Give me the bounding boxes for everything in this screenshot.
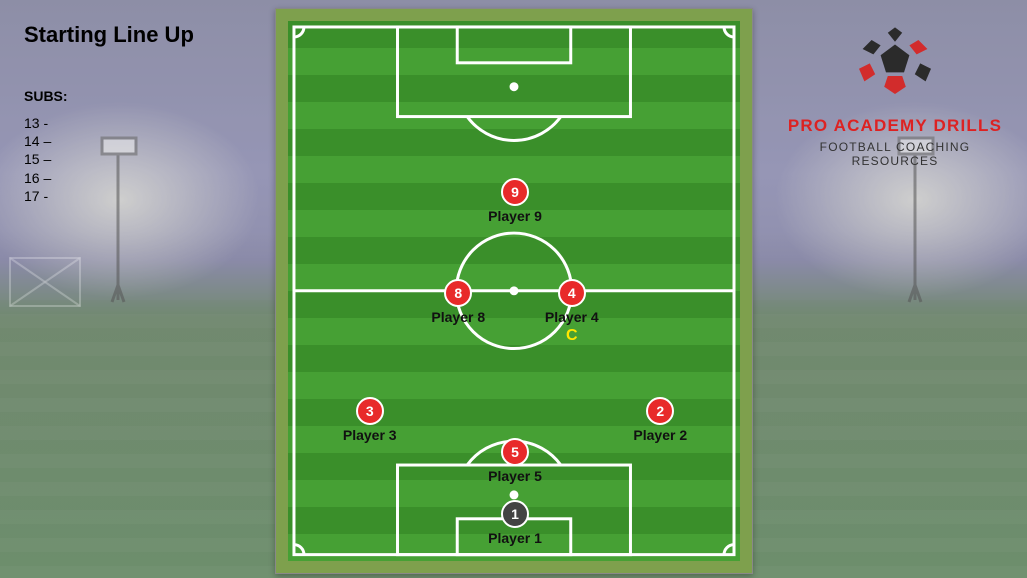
player-dot: 8 <box>444 279 472 307</box>
sub-line: 13 - <box>24 114 194 132</box>
player-label: Player 4 <box>545 309 599 325</box>
pitch: 9 Player 9 8 Player 8 4 Player 4 C 3 Player 3 2 Pl… <box>275 8 753 574</box>
sub-line: 15 – <box>24 150 194 168</box>
page-title: Starting Line Up <box>24 22 194 48</box>
player-dot: 4 <box>558 279 586 307</box>
player-dot: 9 <box>501 178 529 206</box>
player-dot: 2 <box>646 397 674 425</box>
player-dot: 1 <box>501 500 529 528</box>
player-dot: 3 <box>356 397 384 425</box>
sub-line: 17 - <box>24 187 194 205</box>
sub-line: 16 – <box>24 169 194 187</box>
subs-list: 13 - 14 – 15 – 16 – 17 - <box>24 114 194 205</box>
left-panel: Starting Line Up SUBS: 13 - 14 – 15 – 16… <box>24 22 194 205</box>
soccer-ball-icon <box>850 22 940 112</box>
sub-line: 14 – <box>24 132 194 150</box>
subs-label: SUBS: <box>24 88 194 104</box>
player-label: Player 5 <box>488 468 542 484</box>
player-dot: 5 <box>501 438 529 466</box>
brand-subtitle: FOOTBALL COACHING RESOURCES <box>785 140 1005 168</box>
brand-logo: PRO ACADEMY DRILLS FOOTBALL COACHING RES… <box>785 22 1005 168</box>
brand-title: PRO ACADEMY DRILLS <box>785 116 1005 136</box>
player-label: Player 2 <box>633 427 687 443</box>
player-label: Player 3 <box>343 427 397 443</box>
players-layer: 9 Player 9 8 Player 8 4 Player 4 C 3 Player 3 2 Pl… <box>288 21 740 561</box>
player-label: Player 9 <box>488 208 542 224</box>
captain-marker: C <box>566 327 578 345</box>
player-label: Player 1 <box>488 530 542 546</box>
player-label: Player 8 <box>431 309 485 325</box>
